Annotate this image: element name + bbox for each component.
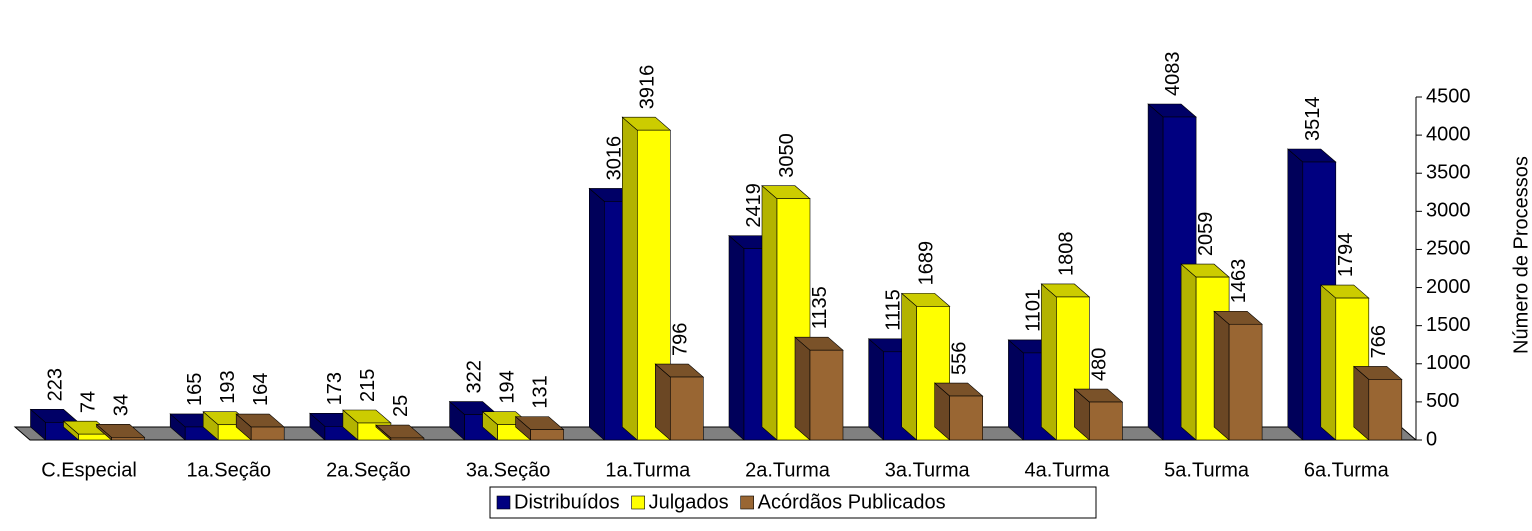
value-label: 556 — [949, 342, 971, 375]
value-label: 1101 — [1022, 289, 1044, 332]
legend-swatch — [631, 495, 645, 510]
x-tick-label: 1a.Seção — [186, 459, 271, 481]
bar — [794, 336, 844, 441]
y-tick-label: 3500 — [1426, 162, 1471, 184]
value-label: 131 — [530, 375, 552, 408]
x-tick-label: 3a.Turma — [885, 459, 971, 481]
value-label: 2419 — [743, 183, 765, 228]
bar — [514, 415, 565, 441]
bar-side — [761, 185, 778, 441]
x-tick-label: 2a.Turma — [745, 459, 831, 481]
bar-front — [250, 426, 285, 441]
value-label: 34 — [111, 394, 133, 416]
value-label: 223 — [45, 368, 67, 401]
bar-side — [1008, 339, 1024, 441]
bar — [1180, 263, 1230, 441]
value-label: 3916 — [636, 65, 658, 110]
value-label: 1689 — [916, 241, 938, 286]
y-tick-label: 4500 — [1426, 85, 1471, 107]
y-tick-label: 1500 — [1426, 314, 1471, 336]
y-tick-label: 0 — [1426, 428, 1437, 450]
value-label: 1463 — [1228, 259, 1250, 304]
value-label: 3514 — [1302, 97, 1324, 142]
bar-side — [794, 336, 811, 441]
bar-side — [728, 234, 745, 441]
bar — [235, 413, 286, 441]
bar-front — [530, 429, 564, 441]
bar-front — [1228, 323, 1263, 441]
bar — [1352, 365, 1403, 441]
bar-side — [1147, 103, 1164, 441]
bar-front — [809, 349, 844, 441]
bar-side — [901, 292, 918, 441]
value-label: 796 — [669, 323, 691, 356]
bar — [1073, 388, 1124, 441]
bar-front — [1368, 379, 1403, 441]
value-label: 2059 — [1195, 212, 1217, 257]
bar — [448, 400, 499, 441]
x-tick-label: 5a.Turma — [1164, 459, 1250, 481]
legend-box — [489, 486, 1097, 519]
legend-swatch — [496, 495, 511, 510]
bar — [95, 423, 146, 441]
bar — [933, 382, 984, 441]
x-tick-label: 6a.Turma — [1304, 459, 1390, 481]
bar-side — [1320, 284, 1337, 441]
bar-side — [588, 187, 605, 441]
value-label: 1135 — [809, 286, 831, 329]
value-label: 215 — [357, 369, 379, 402]
value-label: 480 — [1088, 348, 1110, 381]
bar-front — [1089, 401, 1123, 441]
legend-label: Distribuídos — [514, 491, 620, 513]
y-tick-label: 2000 — [1426, 276, 1471, 298]
bar-front — [949, 395, 984, 441]
bar-side — [1180, 263, 1197, 441]
value-label: 766 — [1368, 325, 1390, 358]
x-tick-label: 2a.Seção — [326, 459, 411, 481]
y-tick-label: 3000 — [1426, 200, 1471, 222]
bar — [1213, 310, 1263, 441]
value-label: 164 — [250, 373, 272, 406]
value-label: 74 — [78, 391, 100, 413]
y-tick-label: 2500 — [1426, 238, 1471, 260]
bar-front — [111, 437, 145, 441]
value-label: 25 — [390, 395, 412, 417]
y-tick-label: 4000 — [1426, 123, 1471, 145]
x-tick-label: 1a.Turma — [605, 459, 691, 481]
bar-side — [1213, 310, 1230, 441]
value-label: 4083 — [1162, 51, 1184, 96]
bar-front — [390, 437, 425, 441]
legend-label: Julgados — [649, 491, 729, 513]
x-tick-label: 3a.Seção — [466, 459, 551, 481]
y-tick-label: 500 — [1426, 390, 1459, 412]
value-label: 1794 — [1335, 233, 1357, 278]
value-label: 194 — [497, 370, 519, 403]
value-label: 3016 — [603, 136, 625, 181]
y-axis-label: Número de Processos — [1510, 156, 1532, 354]
bar — [654, 363, 705, 441]
value-label: 193 — [217, 370, 239, 403]
value-label: 1808 — [1055, 231, 1077, 276]
bar — [900, 292, 951, 441]
bar-side — [1287, 148, 1304, 441]
value-label: 1115 — [883, 289, 905, 331]
value-label: 322 — [464, 360, 486, 393]
bar-front — [669, 376, 704, 441]
bar-side — [621, 116, 638, 441]
value-label: 173 — [324, 372, 346, 405]
x-tick-label: 4a.Turma — [1024, 459, 1110, 481]
bar-front — [776, 198, 811, 441]
bar — [375, 424, 425, 441]
legend-swatch — [740, 495, 754, 510]
y-tick-label: 1000 — [1426, 352, 1471, 374]
x-tick-label: C.Especial — [41, 459, 137, 481]
value-label: 165 — [184, 373, 206, 406]
bar-side — [868, 338, 885, 441]
bar-side — [1041, 283, 1057, 441]
legend-label: Acórdãos Publicados — [758, 491, 946, 513]
bar — [761, 185, 811, 441]
value-label: 3050 — [776, 133, 798, 178]
